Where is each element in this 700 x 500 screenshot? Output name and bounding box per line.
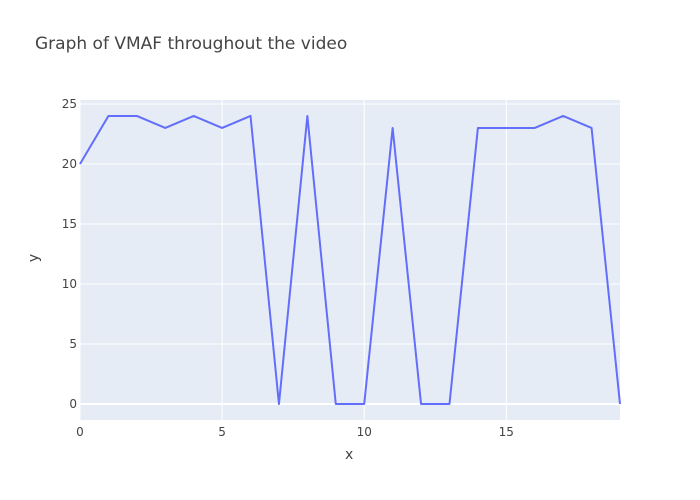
y-tick-label: 5 bbox=[69, 337, 77, 351]
series-line bbox=[79, 114, 621, 406]
x-tick-label: 10 bbox=[357, 425, 372, 439]
y-tick-label: 10 bbox=[62, 277, 77, 291]
y-tick-label: 25 bbox=[62, 97, 77, 111]
y-tick-label: 0 bbox=[69, 397, 77, 411]
y-tick-label: 15 bbox=[62, 217, 77, 231]
x-tick-label: 15 bbox=[499, 425, 514, 439]
x-axis-title: x bbox=[345, 447, 354, 463]
plot-background bbox=[80, 100, 620, 420]
x-tick-label: 0 bbox=[76, 425, 84, 439]
y-tick-label: 20 bbox=[62, 157, 77, 171]
chart-title: Graph of VMAF throughout the video bbox=[35, 34, 348, 54]
x-tick-label: 5 bbox=[218, 425, 226, 439]
